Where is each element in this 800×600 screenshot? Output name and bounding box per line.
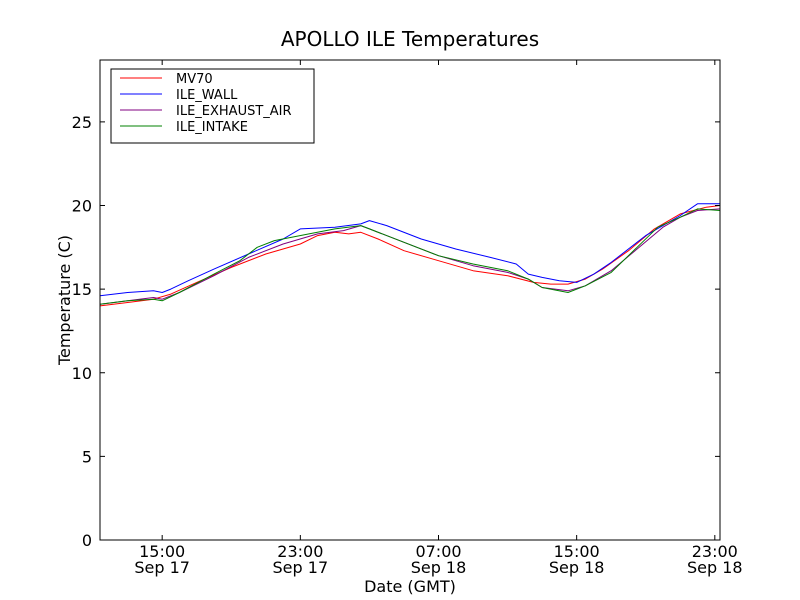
y-tick-label: 10	[72, 364, 92, 383]
legend-label: ILE_INTAKE	[176, 120, 248, 135]
plot-frame	[99, 59, 721, 541]
y-tick-label: 5	[82, 447, 92, 466]
y-tick-label: 0	[82, 531, 92, 550]
x-tick-time-label: 23:00	[277, 542, 323, 561]
y-tick-label: 25	[72, 113, 92, 132]
y-tick-label: 15	[72, 280, 92, 299]
legend-label: ILE_WALL	[176, 88, 238, 103]
legend-label: MV70	[176, 72, 213, 87]
legend-label: ILE_EXHAUST_AIR	[176, 104, 292, 119]
x-tick-date-label: Sep 17	[134, 558, 190, 577]
x-tick-date-label: Sep 18	[687, 558, 743, 577]
y-axis-label: Temperature (C)	[55, 235, 74, 366]
legend-box	[110, 68, 315, 144]
series-lines	[99, 203, 721, 307]
x-tick-date-label: Sep 18	[411, 558, 467, 577]
chart-title: APOLLO ILE Temperatures	[281, 27, 539, 51]
x-axis-label: Date (GMT)	[364, 577, 456, 596]
x-tick-time-label: 23:00	[692, 542, 738, 561]
x-tick-time-label: 15:00	[554, 542, 600, 561]
x-tick-date-label: Sep 18	[549, 558, 605, 577]
y-tick-label: 20	[72, 197, 92, 216]
series-line-ile-intake	[99, 208, 721, 305]
x-tick-time-label: 07:00	[415, 542, 461, 561]
x-tick-time-label: 15:00	[139, 542, 185, 561]
x-tick-date-label: Sep 17	[273, 558, 329, 577]
series-line-ile-wall	[99, 203, 720, 297]
